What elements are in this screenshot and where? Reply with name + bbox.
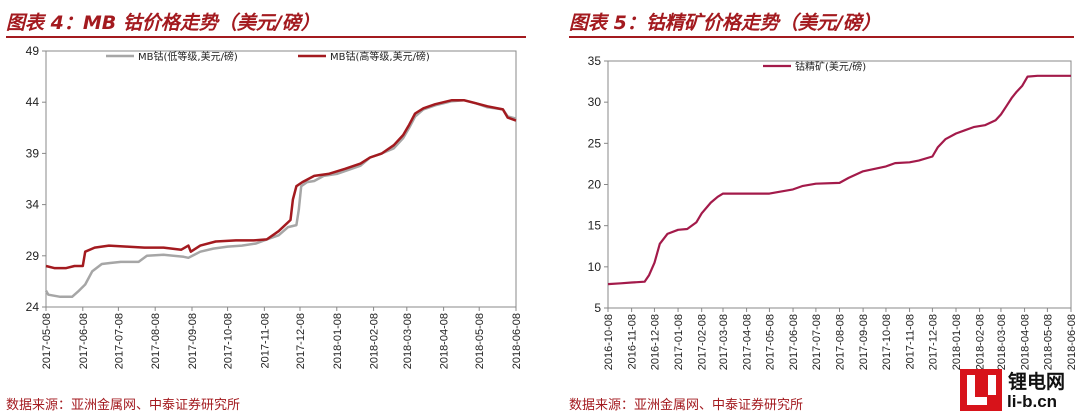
left-y-tick-label: 49 <box>26 44 40 58</box>
left-chart-title: 图表 4：MB 钴价格走势（美元/磅） <box>6 12 320 34</box>
right-x-tick-label: 2017-01-08 <box>673 314 685 370</box>
right-legend-label-1: 钴精矿(美元/磅) <box>795 60 866 73</box>
left-x-tick-label: 2017-10-08 <box>223 313 235 369</box>
left-x-tick-label: 2018-02-08 <box>369 313 381 369</box>
right-y-tick-label: 25 <box>588 136 602 150</box>
watermark-cn-text: 锂电网 <box>1008 371 1066 393</box>
left-x-tick-label: 2017-12-08 <box>295 313 307 369</box>
right-x-tick-label: 2017-12-08 <box>927 314 939 370</box>
right-chart-panel: 图表 5：钴精矿价格走势（美元/磅） 5 10 15 20 25 30 35 2016-10-… <box>563 0 1080 419</box>
right-x-tick-label: 2018-01-08 <box>951 314 963 370</box>
right-y-tick-label: 5 <box>594 301 601 315</box>
right-x-tick-label: 2017-03-08 <box>718 314 730 370</box>
right-x-tick-label: 2018-05-08 <box>1042 314 1054 370</box>
left-plot-frame <box>45 50 517 308</box>
left-line-chart: 24 29 34 39 44 49 2017-05-08 2017-06-08 2017-07-… <box>26 44 523 369</box>
watermark-en-text: li-b.cn <box>1007 392 1058 411</box>
right-x-tick-label: 2017-08-08 <box>835 314 847 370</box>
left-x-tick-label: 2017-05-08 <box>41 313 53 369</box>
right-x-tick-label: 2017-10-08 <box>881 314 893 370</box>
left-y-tick-label: 39 <box>26 146 40 160</box>
right-line-chart: 5 10 15 20 25 30 35 2016-10-08 2016-11-08 2016-12… <box>588 54 1078 370</box>
left-title-rule <box>6 36 526 38</box>
right-title-rule <box>569 36 1074 38</box>
left-x-tick-label: 2018-06-08 <box>511 313 523 369</box>
left-y-tick-label: 24 <box>26 300 40 314</box>
right-x-tick-label: 2017-09-08 <box>858 314 870 370</box>
right-chart-title: 图表 5：钴精矿价格走势（美元/磅） <box>569 12 881 34</box>
right-y-tick-label: 35 <box>588 54 602 68</box>
li-logo-icon <box>960 369 1002 411</box>
right-x-tick-label: 2017-05-08 <box>764 314 776 370</box>
right-series-line-1 <box>607 74 1071 286</box>
left-x-tick-label: 2017-11-08 <box>259 313 271 368</box>
right-x-tick-label: 2018-02-08 <box>975 314 987 370</box>
right-x-tick-label: 2017-11-08 <box>905 314 917 369</box>
left-x-tick-label: 2017-06-08 <box>78 313 90 369</box>
watermark-logo: 锂电网 li-b.cn <box>960 365 1078 417</box>
right-x-tick-label: 2017-02-08 <box>697 314 709 370</box>
left-series-line-1 <box>44 98 517 299</box>
right-y-tick-label: 20 <box>588 178 602 192</box>
left-legend-label-2: MB钴(高等级,美元/磅) <box>330 50 430 63</box>
right-y-tick-label: 10 <box>588 260 602 274</box>
left-x-tick-label: 2017-07-08 <box>113 313 125 369</box>
right-y-tick-label: 30 <box>588 95 602 109</box>
left-y-tick-label: 34 <box>26 198 40 212</box>
left-x-tick-label: 2018-04-08 <box>439 313 451 369</box>
left-legend-label-1: MB钴(低等级,美元/磅) <box>138 50 238 63</box>
left-y-tick-label: 29 <box>26 249 40 263</box>
left-x-tick-label: 2018-05-08 <box>474 313 486 369</box>
right-x-tick-label: 2017-04-08 <box>742 314 754 370</box>
right-x-tick-label: 2016-12-08 <box>649 314 661 370</box>
right-plot-frame <box>607 60 1072 309</box>
right-x-tick-label: 2018-04-08 <box>1020 314 1032 370</box>
left-x-tick-label: 2018-03-08 <box>402 313 414 369</box>
right-x-tick-label: 2016-10-08 <box>603 314 615 370</box>
left-x-tick-label: 2018-01-08 <box>332 313 344 369</box>
left-series-line-2 <box>45 98 517 270</box>
left-y-tick-label: 44 <box>26 95 40 109</box>
right-x-tick-label: 2018-06-08 <box>1066 314 1078 370</box>
left-x-tick-label: 2017-09-08 <box>187 313 199 369</box>
left-chart-source: 数据来源：亚洲金属网、中泰证券研究所 <box>6 398 241 413</box>
right-x-tick-label: 2017-06-08 <box>788 314 800 370</box>
right-chart-source: 数据来源：亚洲金属网、中泰证券研究所 <box>569 398 804 413</box>
right-x-tick-label: 2017-07-08 <box>811 314 823 370</box>
right-x-tick-label: 2016-11-08 <box>627 314 639 369</box>
right-x-tick-label: 2018-03-08 <box>996 314 1008 370</box>
left-chart-panel: 图表 4：MB 钴价格走势（美元/磅） 24 29 34 39 44 49 2017-05-… <box>0 0 530 419</box>
left-x-tick-label: 2017-08-08 <box>150 313 162 369</box>
right-y-tick-label: 15 <box>588 219 602 233</box>
